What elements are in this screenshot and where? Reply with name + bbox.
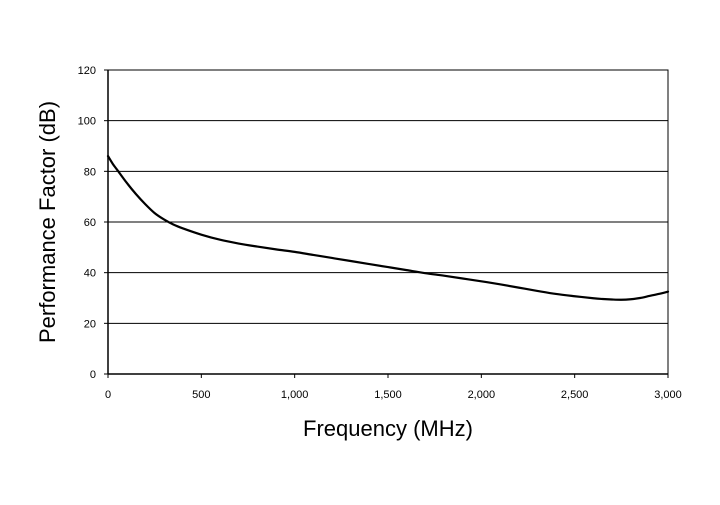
y-tick-label: 20 <box>84 318 96 330</box>
x-tick-label: 3,000 <box>654 389 682 401</box>
y-tick-label: 60 <box>84 217 96 229</box>
x-tick-label: 2,500 <box>561 389 589 401</box>
x-tick-label: 0 <box>105 389 111 401</box>
series-line <box>106 155 670 301</box>
x-tick-label: 1,000 <box>281 389 309 401</box>
y-tick-label: 100 <box>78 116 96 128</box>
axes <box>104 69 669 378</box>
x-tick-label: 2,000 <box>468 389 496 401</box>
y-tick-label: 40 <box>84 268 96 280</box>
x-axis-title: Frequency (MHz) <box>303 416 473 441</box>
y-axis-title: Performance Factor (dB) <box>35 101 60 343</box>
y-tick-label: 0 <box>90 369 96 381</box>
data-series <box>106 155 670 301</box>
y-tick-label: 120 <box>78 65 96 77</box>
x-tick-label: 1,500 <box>374 389 402 401</box>
y-tick-label: 80 <box>84 166 96 178</box>
x-tick-label: 500 <box>192 389 210 401</box>
grid-lines <box>108 69 668 324</box>
tick-labels: 0 20 40 60 80 100 120 0 500 1,000 1,500 2,000 2,500 3… <box>78 65 682 401</box>
